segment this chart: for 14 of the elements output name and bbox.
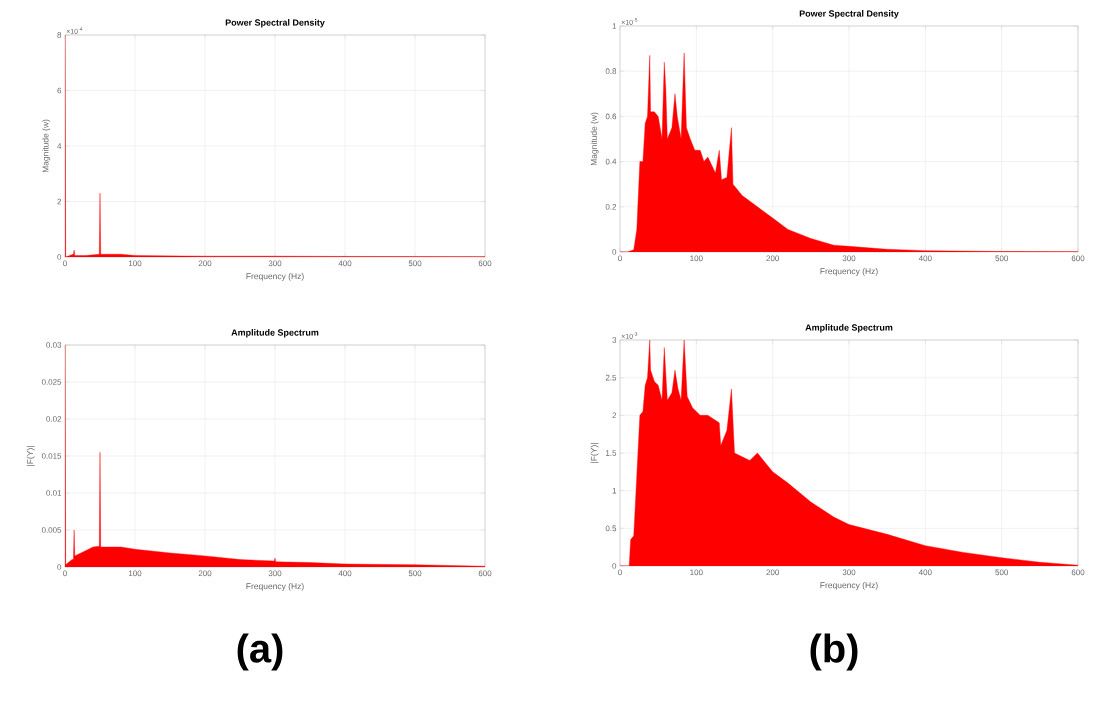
text: (a) — [237, 633, 283, 671]
y-axis-title: Magnitude (w) — [590, 112, 599, 166]
x-axis-title: Frequency (Hz) — [820, 581, 878, 590]
chart-title: Power Spectral Density — [225, 19, 325, 28]
chart-title: Power Spectral Density — [799, 10, 899, 19]
y-axis-title: |F(Y)| — [590, 443, 599, 463]
y-axis-title: Magnitude (w) — [42, 119, 51, 173]
chart-title: Amplitude Spectrum — [805, 324, 893, 333]
chart-title: Amplitude Spectrum — [231, 329, 319, 338]
x-axis-title: Frequency (Hz) — [820, 267, 878, 276]
x-axis-title: Frequency (Hz) — [246, 582, 304, 591]
y-axis-title: |F(Y)| — [26, 446, 35, 466]
text: (b) — [810, 633, 858, 671]
x-axis-title: Frequency (Hz) — [246, 272, 304, 281]
